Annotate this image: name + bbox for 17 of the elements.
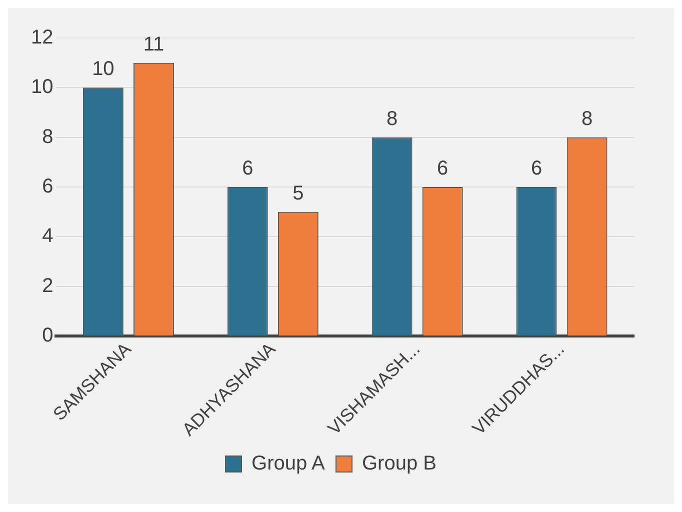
y-tick-label: 10 bbox=[30, 76, 54, 98]
data-label: 5 bbox=[292, 182, 304, 204]
data-label: 11 bbox=[143, 33, 164, 56]
y-tick-label: 4 bbox=[42, 225, 54, 248]
y-tick-label: 8 bbox=[42, 126, 54, 148]
data-label: 10 bbox=[92, 58, 114, 80]
data-label: 6 bbox=[530, 158, 542, 180]
data-label: 8 bbox=[581, 108, 593, 130]
y-tick-label: 6 bbox=[42, 176, 54, 198]
legend-label: Group A bbox=[252, 452, 326, 475]
data-label: 6 bbox=[437, 158, 448, 180]
y-tick-label: 2 bbox=[42, 274, 54, 297]
data-label: 8 bbox=[386, 108, 398, 130]
y-tick-label: 12 bbox=[30, 26, 54, 49]
y-tick-label: 0 bbox=[42, 324, 54, 346]
legend-label: Group B bbox=[362, 452, 436, 475]
data-label: 6 bbox=[242, 158, 254, 180]
